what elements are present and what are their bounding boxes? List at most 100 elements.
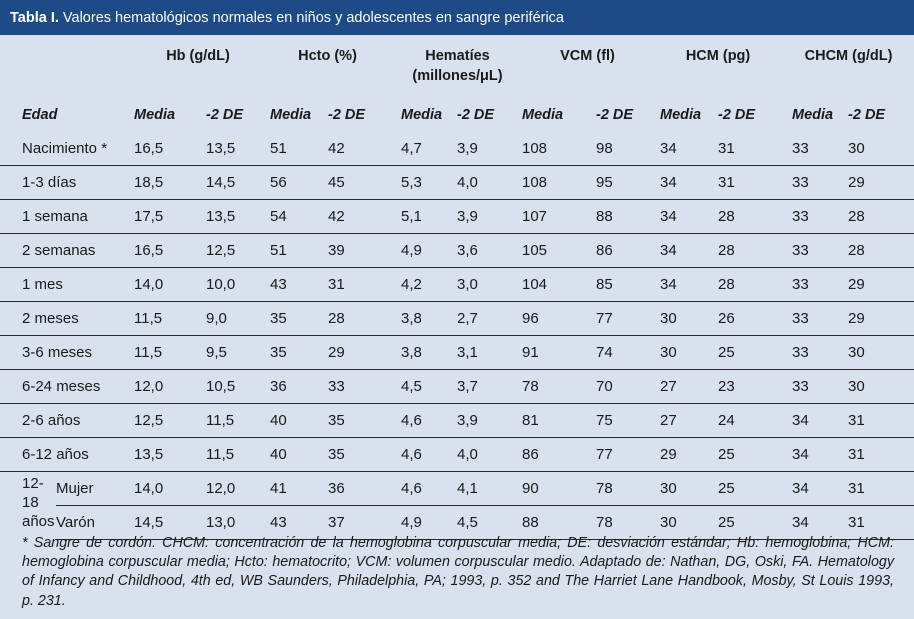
table-cell: 98 [596, 140, 613, 157]
table-cell: 5,1 [393, 199, 457, 234]
table-cell: 10,0 [198, 267, 262, 302]
row-label: 2 meses [0, 301, 134, 336]
table-row: 2 meses 11,5 9,0 35 28 3,8 2,7 96 77 30 26 33 29 [0, 301, 914, 336]
row-label: Nacimiento * [22, 140, 108, 157]
table-cell: 31 [848, 403, 914, 438]
table-row: 6-24 meses 12,0 10,5 36 33 4,5 3,7 78 70 27 23 33 30 [0, 369, 914, 404]
table-cell: 25 [718, 505, 784, 540]
hematology-table: Hb (g/dL) Hcto (%) Hematíes (millones/μL) VC… [0, 35, 914, 540]
table-cell: 29 [328, 335, 393, 370]
table-cell: 4,9 [393, 233, 457, 268]
table-row: Nacimiento * 16,5 13,5 51 42 4,7 3,9 108 98 34 31 3… [0, 132, 914, 166]
table-row: 3-6 meses 11,5 9,5 35 29 3,8 3,1 91 74 30 25 33 30 [0, 335, 914, 370]
table-cell: 31 [848, 505, 914, 540]
table-cell: 34 [653, 267, 719, 302]
de-header: -2 DE [848, 107, 886, 123]
table-cell: 35 [262, 335, 328, 370]
table-cell: 88 [522, 505, 588, 540]
table-cell: 13,5 [198, 199, 262, 234]
table-cell: 30 [653, 471, 719, 506]
table-cell: 35 [328, 403, 393, 438]
media-header: Media [522, 107, 564, 123]
de-header: -2 DE [206, 107, 244, 123]
table-row: Varón 14,5 13,0 43 37 4,9 4,5 88 78 30 25 34 31 [0, 505, 914, 540]
table-row: 1 semana 17,5 13,5 54 42 5,1 3,9 107 88 34 28 33 28 [0, 199, 914, 234]
table-cell: 108 [522, 165, 588, 200]
table-cell: 3,0 [457, 267, 522, 302]
column-group-title: Hematíes [425, 48, 490, 64]
table-cell: 42 [328, 140, 345, 157]
table-cell: 11,5 [134, 301, 198, 336]
row-label: 3-6 meses [0, 335, 134, 370]
table-cell: 4,6 [393, 403, 457, 438]
table-cell: 30 [653, 505, 719, 540]
table-cell: 2,7 [457, 301, 522, 336]
table-cell: 108 [522, 140, 548, 157]
table-cell: 4,5 [393, 369, 457, 404]
table-cell: 28 [328, 301, 393, 336]
de-header: -2 DE [596, 107, 634, 123]
table-row: 1 mes 14,0 10,0 43 31 4,2 3,0 104 85 34 28 33 29 [0, 267, 914, 302]
table-cell: 26 [718, 301, 784, 336]
table-cell: 4,6 [393, 437, 457, 472]
column-group-title: VCM (fl) [560, 48, 615, 64]
table-cell: 88 [588, 199, 654, 234]
table-row: 2-6 años 12,5 11,5 40 35 4,6 3,9 81 75 27 24 34 31 [0, 403, 914, 438]
table-cell: 13,0 [198, 505, 262, 540]
table-cell: 77 [588, 301, 654, 336]
table-cell: 77 [588, 437, 654, 472]
row-label: 6-24 meses [0, 369, 134, 404]
table-row: 2 semanas 16,5 12,5 51 39 4,9 3,6 105 86 34 28 33 28 [0, 233, 914, 268]
table-cell: 28 [718, 267, 784, 302]
header-spacer [0, 35, 134, 98]
column-group-title: CHCM (g/dL) [804, 48, 893, 64]
table-cell: 25 [718, 471, 784, 506]
table-cell: 96 [522, 301, 588, 336]
table-cell: 78 [588, 471, 654, 506]
table-cell: 25 [718, 335, 784, 370]
table-cell: 29 [848, 301, 914, 336]
row-label: 2 semanas [0, 233, 134, 268]
table-cell: 35 [328, 437, 393, 472]
media-header: Media [660, 107, 702, 123]
table-cell: 12,5 [198, 233, 262, 268]
table-cell: 31 [328, 267, 393, 302]
table-cell: 95 [588, 165, 654, 200]
row-label: 1 mes [0, 267, 134, 302]
table-cell: 34 [783, 505, 849, 540]
table-cell: 3,9 [457, 140, 478, 157]
media-header: Media [270, 107, 312, 123]
table-cell: 34 [653, 233, 719, 268]
row-label: 1-3 días [0, 165, 134, 200]
table-cell: 56 [262, 165, 328, 200]
table-cell: 34 [653, 165, 719, 200]
table-cell: 29 [653, 437, 719, 472]
de-header: -2 DE [457, 107, 495, 123]
de-header: -2 DE [328, 107, 366, 123]
table-cell: 70 [588, 369, 654, 404]
table-cell: 31 [848, 471, 914, 506]
table-title-bar: Tabla I. Valores hematológicos normales … [0, 0, 914, 35]
media-header: Media [792, 107, 834, 123]
table-row: 6-12 años 13,5 11,5 40 35 4,6 4,0 86 77 29 25 34 31 [0, 437, 914, 472]
table-cell: 33 [783, 369, 849, 404]
table-cell: 43 [262, 505, 328, 540]
table-cell: 33 [783, 267, 849, 302]
table-cell: 12,5 [134, 403, 198, 438]
table-cell: 17,5 [134, 199, 198, 234]
table-cell: 14,0 [134, 471, 198, 506]
table-cell: 40 [262, 437, 328, 472]
footnote: * Sangre de cordón. CHCM: concentración … [22, 535, 894, 609]
table-cell: 104 [522, 267, 588, 302]
table-cell: 33 [783, 165, 849, 200]
table-cell: 78 [588, 505, 654, 540]
table-cell: 45 [328, 165, 393, 200]
table-cell: 29 [848, 165, 914, 200]
table-cell: 16,5 [134, 140, 164, 157]
table-cell: 34 [783, 471, 849, 506]
table-label: Tabla I. [10, 10, 59, 26]
table-cell: 34 [783, 437, 849, 472]
table-cell: 23 [718, 369, 784, 404]
table-cell: 3,9 [457, 403, 522, 438]
table-cell: 51 [270, 140, 287, 157]
